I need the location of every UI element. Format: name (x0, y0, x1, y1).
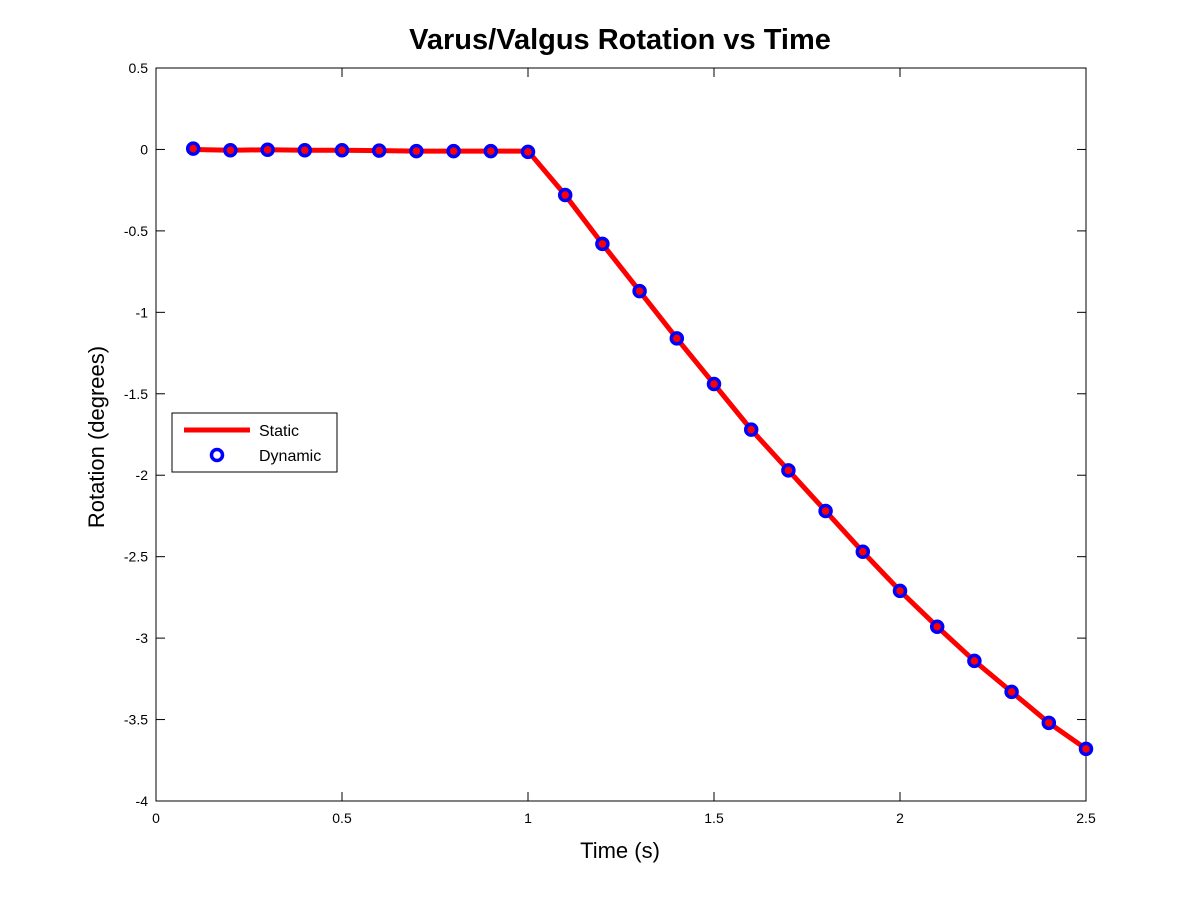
x-tick-label: 2.5 (1076, 810, 1096, 826)
series-dynamic-point (929, 619, 945, 634)
legend-static-label: Static (259, 423, 299, 440)
series-dynamic-point (446, 143, 461, 159)
series-dynamic-point (334, 143, 350, 158)
y-axis-title: Rotation (degrees) (84, 346, 109, 528)
y-tick-label: -4 (136, 793, 149, 809)
series-dynamic-point (260, 142, 275, 158)
legend-dynamic-label: Dynamic (259, 448, 321, 465)
series-dynamic-point (855, 544, 871, 560)
series-dynamic-point (595, 236, 610, 252)
series-dynamic-point (483, 143, 499, 159)
y-tick-label: -1.5 (124, 386, 148, 402)
x-tick-label: 2 (896, 810, 904, 826)
series-dynamic-point (1078, 741, 1094, 757)
legend-box (171, 412, 338, 473)
series-dynamic-point (223, 143, 238, 158)
series-dynamic-point (967, 653, 982, 669)
series-dynamic-point (1041, 715, 1057, 731)
y-tick-label: -0.5 (124, 223, 148, 239)
y-tick-label: -3.5 (124, 712, 148, 728)
chart-title: Varus/Valgus Rotation vs Time (409, 24, 831, 56)
series-dynamic-point (520, 144, 536, 160)
series-dynamic-point (892, 583, 908, 599)
x-tick-label: 1 (524, 810, 532, 826)
legend-dynamic-swatch (209, 447, 225, 463)
x-axis-title: Time (s) (580, 838, 660, 863)
series-dynamic-point (781, 463, 796, 478)
series-dynamic-point (818, 503, 833, 519)
series-dynamic-point (371, 143, 387, 158)
y-tick-label: 0 (140, 141, 148, 157)
series-dynamic-point (185, 141, 201, 156)
y-tick-label: -2.5 (124, 549, 148, 565)
y-tick-label: -2 (136, 467, 149, 483)
x-tick-label: 1.5 (704, 810, 724, 826)
x-tick-label: 0 (152, 810, 160, 826)
legend: Static Dynamic (171, 412, 338, 473)
y-tick-label: -3 (136, 630, 149, 646)
series-dynamic-point (706, 376, 722, 392)
series-dynamic-point (409, 143, 424, 159)
series-dynamic-point (297, 143, 313, 158)
y-tick-label: -1 (136, 304, 149, 320)
series-dynamic-point (632, 283, 647, 299)
y-tick-label: 0.5 (129, 60, 149, 76)
series-dynamic-point (1004, 684, 1019, 700)
series-dynamic-point (743, 422, 759, 437)
series-dynamic-point (669, 331, 685, 346)
x-tick-label: 0.5 (332, 810, 352, 826)
series-dynamic-point (557, 187, 573, 203)
